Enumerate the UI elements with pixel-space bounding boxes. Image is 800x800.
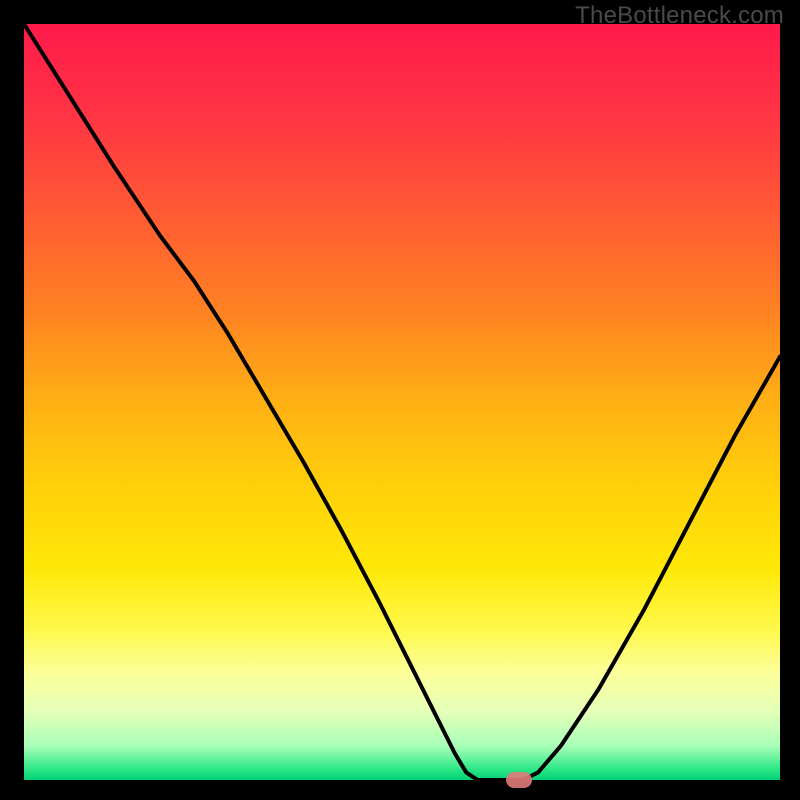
gradient-background bbox=[24, 24, 780, 780]
watermark-text: TheBottleneck.com bbox=[575, 2, 784, 30]
optimal-marker bbox=[506, 772, 532, 788]
plot-area bbox=[24, 24, 780, 780]
chart-frame: TheBottleneck.com bbox=[0, 0, 800, 800]
bottleneck-curve bbox=[24, 24, 780, 780]
